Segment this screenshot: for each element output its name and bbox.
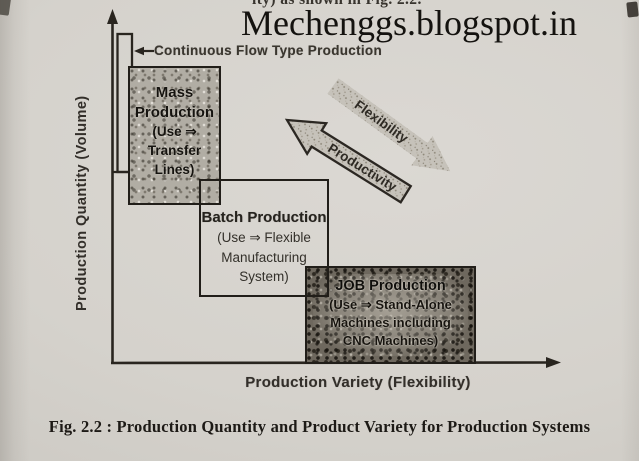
productivity-arrow-label: Productivity: [325, 140, 400, 194]
job-sub-line2: Machines including: [330, 315, 451, 330]
x-axis-label: Production Variety (Flexibility): [245, 374, 471, 391]
y-axis-arrowhead-icon: [107, 9, 118, 24]
watermark-text: Mechenggs.blogspot.in: [241, 3, 577, 43]
mass-production-box: Mass Production (Use ⇒ Transfer Lines): [128, 66, 221, 205]
batch-sub-line1: (Use ⇒ Flexible: [217, 230, 311, 245]
batch-production-box: Batch Production (Use ⇒ Flexible Manufac…: [199, 179, 329, 297]
continuous-flow-label: Continuous Flow Type Production: [154, 43, 383, 58]
job-production-box: JOB Production (Use ⇒ Stand-Alone Machin…: [305, 266, 476, 364]
batch-sub-line3: System): [239, 269, 289, 284]
continuous-flow-pointer-arrowhead-icon: [134, 46, 144, 56]
batch-sub-line2: Manufacturing: [221, 249, 307, 265]
job-sub-line3: CNC Machines): [342, 333, 439, 348]
job-text-halo: [313, 274, 468, 356]
job-title: JOB Production: [335, 278, 446, 294]
flexibility-arrow-shape-icon: [327, 78, 451, 172]
mass-sub-line3: Lines): [154, 162, 195, 177]
mass-title-line1: Mass: [155, 84, 194, 101]
figure-caption: Fig. 2.2 : Production Quantity and Produ…: [48, 417, 591, 436]
mass-sub-line2: Transfer: [147, 143, 202, 158]
job-sub-line1: (Use ⇒ Stand-Alone: [329, 297, 452, 312]
flexibility-arrow-label: Flexibility: [352, 97, 412, 146]
mass-sub-line1: (Use ⇒: [152, 124, 197, 139]
batch-title: Batch Production: [201, 209, 327, 226]
productivity-arrow-shape-icon: [284, 118, 413, 204]
x-axis-arrowhead-icon: [546, 357, 561, 368]
clipped-body-text: ity) as shown in Fig. 2.2.: [252, 0, 422, 9]
mass-title-line2: Production: [134, 103, 215, 121]
flexibility-arrow: Flexibility: [327, 78, 451, 172]
